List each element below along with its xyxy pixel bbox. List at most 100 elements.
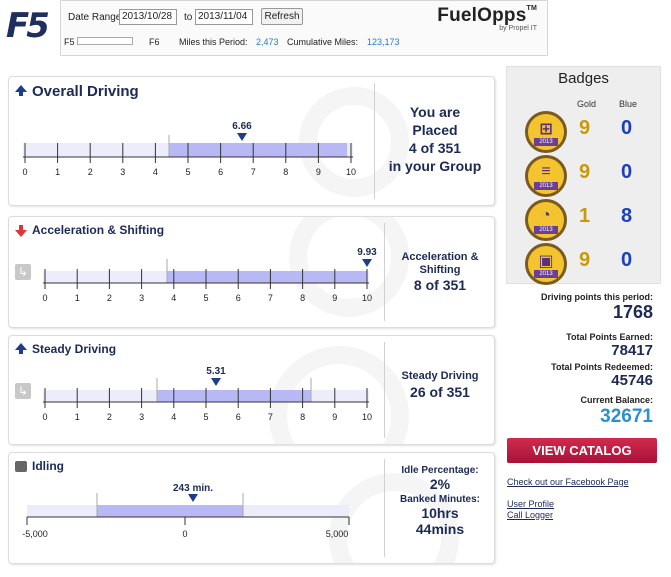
gold-count: 1: [579, 205, 591, 227]
balance-label: Current Balance:: [580, 395, 653, 405]
badges-title: Badges: [558, 70, 609, 87]
date-range-label: Date Range: [68, 12, 122, 23]
overall-driving-panel: Overall Driving 0 1 2 3 4 5 6 7 8 9 10 6.66 You ar…: [8, 76, 495, 206]
tick-label: 6: [218, 167, 223, 177]
score-pointer-icon: [237, 133, 247, 141]
balance-value: 32671: [600, 406, 653, 427]
acceleration-rank-block: Acceleration & Shifting 8 of 351: [385, 251, 494, 293]
cumulative-value: 123,173: [367, 37, 400, 47]
tick-label: 9: [332, 412, 337, 422]
panel-divider: [384, 459, 385, 557]
earned-value: 78417: [611, 342, 653, 359]
cumulative-label: Cumulative Miles:: [287, 37, 359, 47]
brand-name: FuelOpps: [437, 5, 527, 26]
placed-rank: 4 of 351: [408, 140, 462, 156]
tick-label: 8: [300, 412, 305, 422]
tick-label: 1: [55, 167, 60, 177]
overall-placement: You are Placed 4 of 351 in your Group: [375, 103, 494, 175]
overall-score-value: 6.66: [232, 121, 252, 132]
date-from-input[interactable]: 2013/10/28: [119, 9, 177, 25]
view-catalog-button[interactable]: VIEW CATALOG: [507, 438, 657, 463]
refresh-button[interactable]: Refresh: [261, 8, 303, 25]
placed-line4: in your Group: [388, 158, 482, 174]
tick-label: 5,000: [326, 529, 349, 539]
shift-pattern-icon: ⊞ 2013: [525, 111, 567, 153]
banked-hours: 10hrs: [421, 505, 459, 521]
panel-divider: [374, 83, 375, 199]
tick-label: 4: [171, 412, 176, 422]
tick-label: 10: [346, 167, 356, 177]
badge-row: ≡ 2013 9 0: [507, 155, 660, 197]
redeemed-label: Total Points Redeemed:: [551, 362, 653, 372]
acceleration-scale: 0 1 2 3 4 5 6 7 8 9 10 9.93: [42, 247, 377, 303]
badge-row: ◔ 2013 1 8: [507, 199, 660, 241]
to-label: to: [184, 12, 193, 23]
tick-label: 5: [203, 412, 208, 422]
period-points-label: Driving points this period:: [541, 292, 653, 302]
scale-range: [167, 271, 367, 283]
facebook-link[interactable]: Check out our Facebook Page: [507, 477, 629, 487]
acceleration-panel: Acceleration & Shifting ↳ 0 1 2 3 4 5 6 7 8 9 10 9…: [8, 216, 495, 328]
steady-rank: 26 of 351: [410, 384, 470, 400]
gold-count: 9: [579, 117, 591, 139]
call-logger-link[interactable]: Call Logger: [507, 510, 554, 520]
idle-clock-icon: [15, 460, 27, 472]
miles-period-value: 2,473: [256, 37, 279, 47]
placed-line1: You are: [409, 104, 461, 120]
arrow-up-icon: [15, 342, 27, 354]
acceleration-label: Acceleration & Shifting: [32, 223, 165, 237]
panel-divider: [384, 223, 385, 321]
points-panel: Driving points this period: 1768 Total P…: [506, 290, 661, 430]
tick-label: 3: [120, 167, 125, 177]
tick-label: 0: [42, 412, 47, 422]
tick-label: 9: [332, 293, 337, 303]
tick-label: 10: [362, 412, 372, 422]
idling-title: Idling: [15, 459, 64, 473]
blue-count: 8: [621, 205, 633, 227]
blue-column-header: Blue: [619, 99, 638, 109]
user-profile-link[interactable]: User Profile: [507, 499, 555, 509]
badge-row: ⊞ 2013 9 0: [507, 111, 660, 153]
redeemed-value: 45746: [611, 372, 653, 389]
fuelopps-brand: FuelOppsTM by Propel IT: [437, 5, 537, 32]
idling-scale: -5,000 0 5,000 243 min.: [22, 483, 350, 539]
tick-label: 2: [107, 293, 112, 303]
idling-panel: Idling -5,000 0 5,000 243 min. Idle Perc…: [8, 452, 495, 564]
steady-driving-panel: Steady Driving ↳ 0 1 2 3 4 5 6 7 8 9 10 5.31 Stead…: [8, 335, 495, 445]
tick-label: 6: [236, 412, 241, 422]
badge-year: 2013: [534, 226, 558, 234]
brand-sub: by Propel IT: [499, 25, 537, 32]
acceleration-rank-label2: Shifting: [419, 264, 461, 276]
arrow-up-icon: [15, 85, 27, 96]
score-pointer-icon: [211, 378, 221, 386]
arrow-down-icon: [15, 224, 27, 237]
tick-label: 8: [300, 293, 305, 303]
scale-ticks: 0 1 2 3 4 5 6 7 8 9 10: [42, 388, 372, 422]
idle-minutes-value: 243 min.: [173, 483, 213, 494]
tick-label: 6: [236, 293, 241, 303]
tick-label: 4: [171, 293, 176, 303]
date-to-input[interactable]: 2013/11/04: [195, 9, 253, 25]
scale-ticks: 0 1 2 3 4 5 6 7 8 9 10: [22, 143, 356, 177]
period-slider[interactable]: [77, 37, 133, 45]
slider-right-label: F6: [149, 37, 160, 47]
scale-range: [157, 390, 311, 402]
acceleration-rank: 8 of 351: [413, 277, 467, 293]
tick-label: 7: [268, 293, 273, 303]
blue-count: 0: [621, 249, 633, 271]
shift-icon: ↳: [15, 264, 31, 280]
slider-left-label: F5: [64, 37, 75, 47]
tick-label: 9: [316, 167, 321, 177]
badge-row: ▣ 2013 9 0: [507, 243, 660, 285]
scale-ticks: 0 1 2 3 4 5 6 7 8 9 10: [42, 269, 372, 303]
scale-range: [97, 505, 243, 517]
steady-driving-title: Steady Driving: [15, 342, 116, 356]
idle-pct-value: 2%: [429, 476, 451, 492]
score-pointer-icon: [362, 259, 372, 267]
score-pointer-icon: [188, 494, 198, 502]
overall-driving-title: Overall Driving: [15, 83, 139, 100]
scale-range: [169, 143, 347, 157]
brand-tm: TM: [526, 5, 537, 12]
tick-label: 7: [268, 412, 273, 422]
fuel-pump-icon: ▣ 2013: [525, 243, 567, 285]
